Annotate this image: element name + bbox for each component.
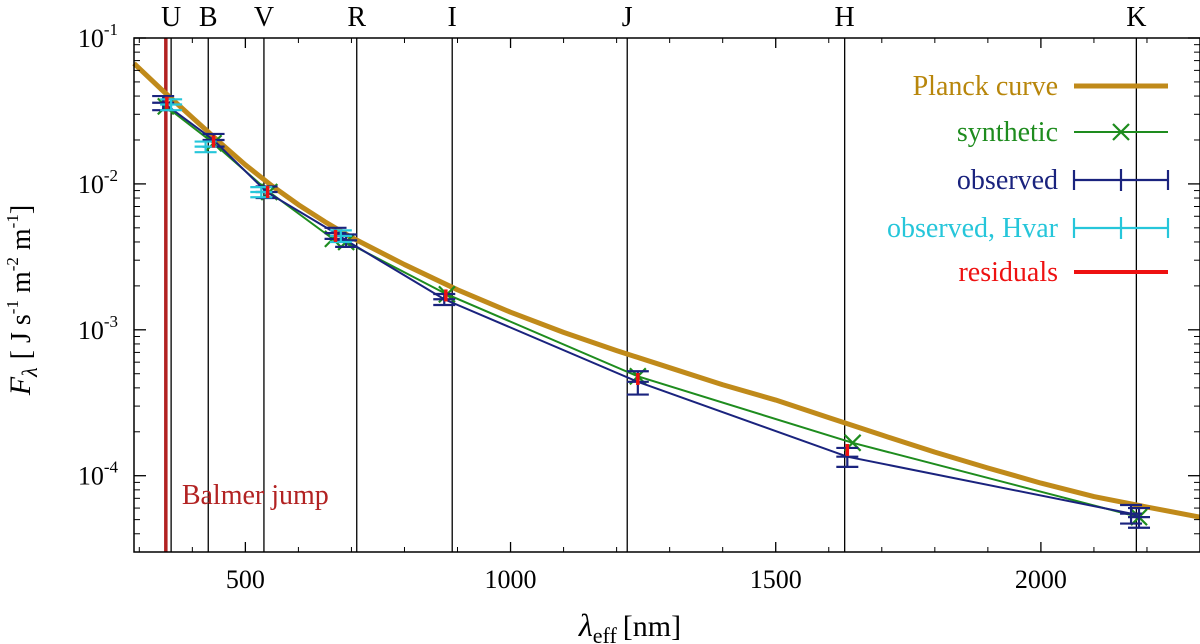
- y-tick-label: 10-4: [78, 458, 119, 491]
- band-label-H: H: [835, 2, 855, 33]
- x-tick-label: 2000: [1015, 565, 1067, 594]
- observed-hvar-point: [250, 186, 273, 199]
- y-axis-label-unit-1: -1: [3, 300, 22, 314]
- series-residuals: [165, 96, 850, 457]
- y-axis-label-unit-0: [ J s: [6, 314, 37, 359]
- y-axis-label-sub: λ: [17, 367, 42, 378]
- x-axis-label: λeff [nm]: [578, 607, 681, 644]
- legend-label: synthetic: [957, 117, 1058, 148]
- y-axis-label: Fλ[ J s-1 m-2 m-1]: [3, 205, 42, 396]
- band-label-J: J: [622, 2, 633, 33]
- y-axis-label-unit-3: -2: [3, 257, 22, 271]
- y-axis-label-unit-2: m: [6, 271, 37, 300]
- legend-label: residuals: [958, 257, 1058, 288]
- observed-point: [1120, 503, 1143, 525]
- observed-hvar-point: [194, 140, 217, 154]
- observed-hvar-point: [329, 229, 352, 244]
- band-label-I: I: [448, 2, 457, 33]
- y-tick-label: 10-3: [78, 312, 118, 345]
- observed-point: [335, 233, 358, 249]
- band-label-V: V: [254, 2, 274, 33]
- legend: Planck curve synthetic observed observed, H…: [887, 71, 1170, 288]
- y-axis-label-unit-6: ]: [6, 205, 37, 214]
- band-label-R: R: [347, 2, 366, 33]
- series-observed-hvar: [160, 98, 352, 244]
- legend-swatch-observed: [1072, 169, 1170, 191]
- band-label-U: U: [161, 2, 181, 33]
- balmer-jump-label: Balmer jump: [182, 480, 329, 511]
- band-label-B: B: [199, 2, 218, 33]
- x-axis-label-unit: [nm]: [623, 610, 681, 643]
- legend-label: observed: [957, 165, 1058, 196]
- plot-frame: [133, 37, 1200, 553]
- x-tick-label: 500: [226, 565, 265, 594]
- y-tick-label: 10-2: [78, 166, 118, 199]
- series-planck-curve: [132, 61, 1200, 520]
- legend-label: observed, Hvar: [887, 213, 1059, 244]
- planck-curve-line: [132, 61, 1200, 520]
- axis-labels: λeff [nm] Fλ[ J s-1 m-2 m-1]: [3, 205, 681, 644]
- observed-point: [152, 94, 175, 112]
- series-observed: [152, 94, 1151, 529]
- y-axis-label-unit-5: -1: [3, 214, 22, 228]
- observed-point: [1128, 506, 1151, 529]
- series-layer: [132, 61, 1200, 529]
- x-axis-label-sub: eff: [593, 623, 618, 644]
- x-tick-label: 1500: [750, 565, 802, 594]
- y-axis-label-main: F: [4, 376, 37, 396]
- y-axis-label-unit-4: m: [6, 228, 37, 257]
- legend-swatch-synthetic-cross: [1112, 123, 1130, 141]
- series-synthetic: [157, 97, 1148, 526]
- observed-line: [162, 101, 1140, 519]
- legend-label: Planck curve: [913, 71, 1058, 102]
- legend-swatch-observed-hvar: [1072, 217, 1170, 239]
- y-tick-label: 10-1: [78, 20, 118, 53]
- axes: 500 1000 1500 2000 10-1 10-2 10-3 10-4: [78, 20, 1200, 594]
- band-label-K: K: [1126, 2, 1146, 33]
- x-axis-label-main: λ: [578, 607, 593, 643]
- y-axis-label-group: Fλ[ J s-1 m-2 m-1]: [3, 205, 42, 396]
- observed-hvar-point: [160, 98, 183, 112]
- x-tick-label: 1000: [485, 565, 537, 594]
